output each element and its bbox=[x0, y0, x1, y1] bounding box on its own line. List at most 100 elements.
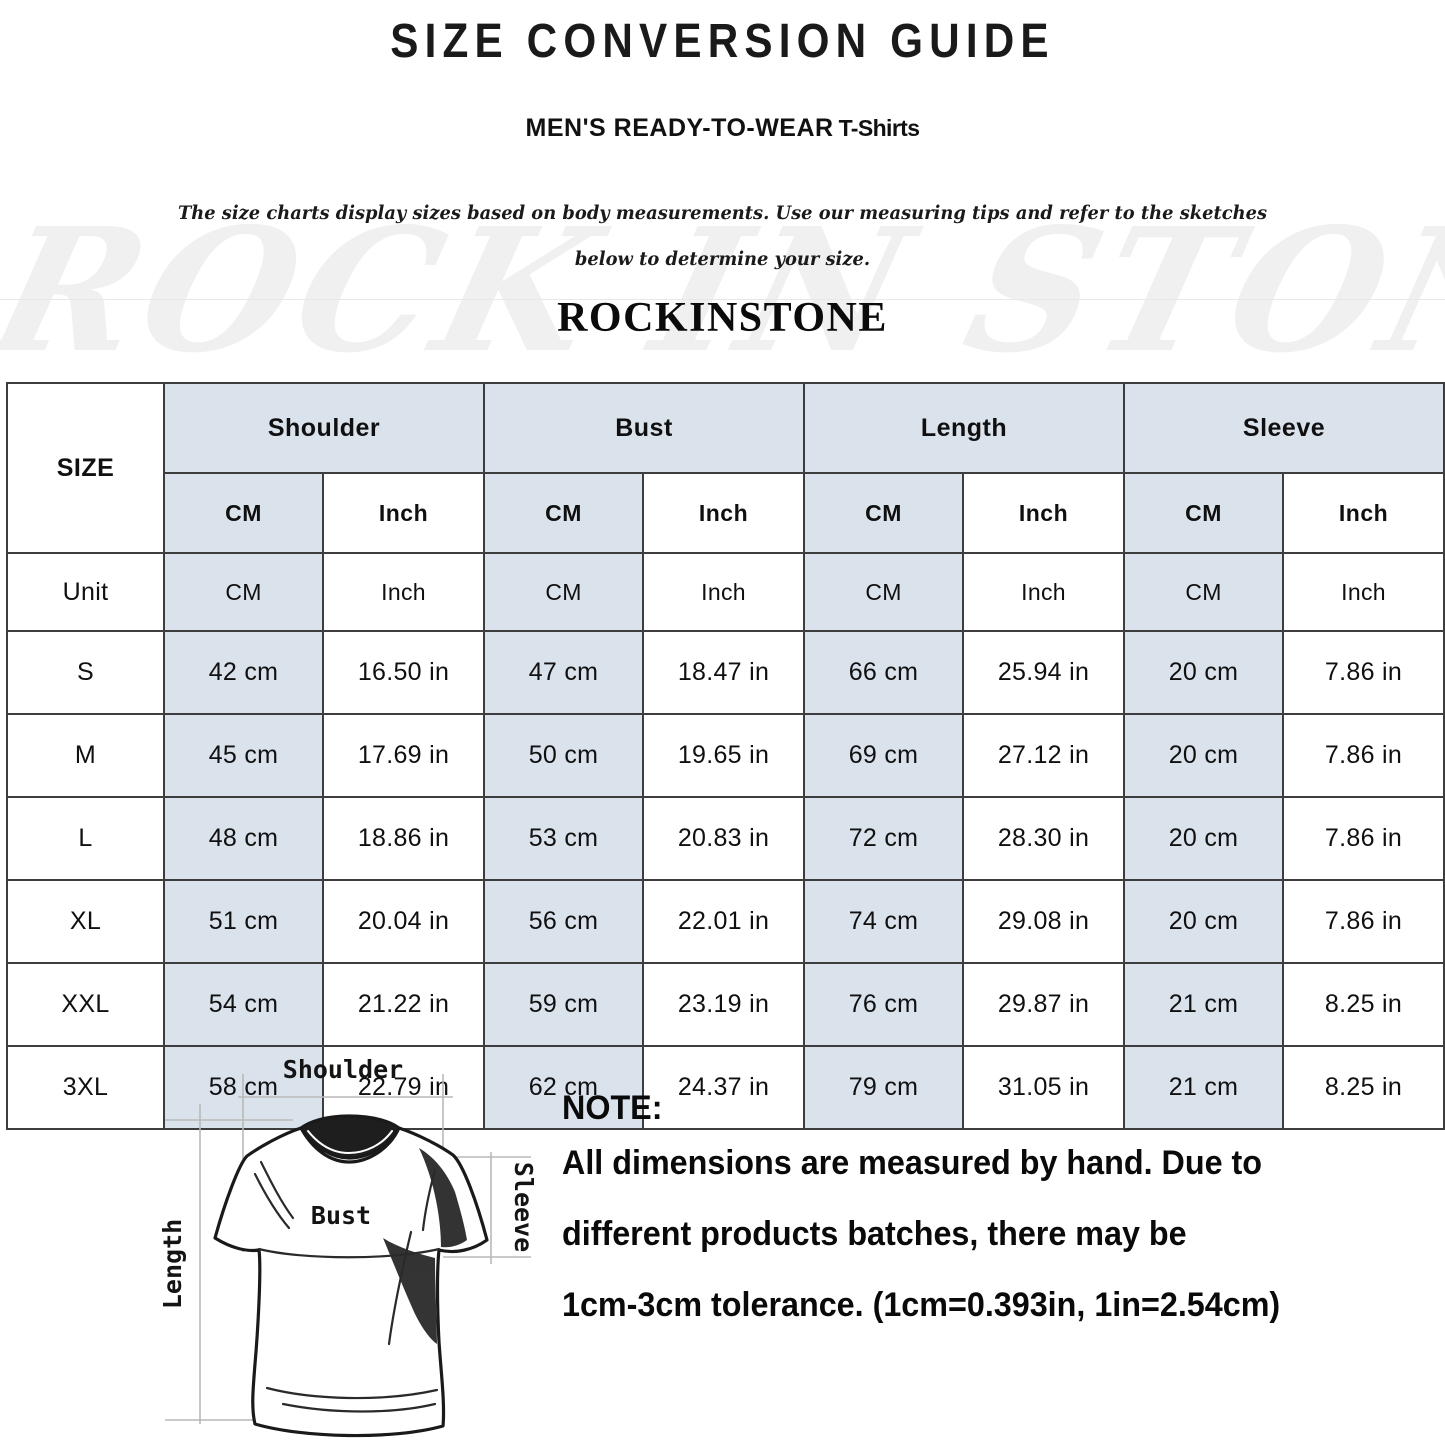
size-conversion-table: SIZE Shoulder Bust Length Sleeve CM Inch… bbox=[6, 382, 1445, 1130]
header-shoulder-cm: CM bbox=[163, 472, 324, 554]
cell-inch: 25.94 in bbox=[961, 630, 1126, 715]
header-bust-cm: CM bbox=[483, 472, 644, 554]
cell-size: XL bbox=[6, 879, 165, 964]
diagram-label-shoulder: Shoulder bbox=[283, 1055, 403, 1084]
cell-cm: 74 cm bbox=[803, 879, 964, 964]
cell-inch: 21.22 in bbox=[322, 962, 485, 1047]
brand-divider bbox=[0, 299, 1445, 300]
cell-inch: 19.65 in bbox=[642, 713, 805, 798]
cell-unit-inch-2: Inch bbox=[961, 552, 1126, 632]
table-row: XL 51 cm 20.04 in 56 cm 22.01 in 74 cm 29.08 i… bbox=[6, 879, 1445, 964]
cell-cm: 21 cm bbox=[1123, 962, 1285, 1047]
table-row: XXL 54 cm 21.22 in 59 cm 23.19 in 76 cm 29.87 … bbox=[6, 962, 1445, 1047]
cell-inch: 8.25 in bbox=[1282, 1045, 1445, 1130]
cell-unit-cm-2: CM bbox=[803, 552, 964, 632]
cell-unit-inch-1: Inch bbox=[642, 552, 805, 632]
cell-inch: 18.47 in bbox=[642, 630, 805, 715]
cell-inch: 16.50 in bbox=[322, 630, 485, 715]
cell-inch: 22.01 in bbox=[642, 879, 805, 964]
header-group-bust: Bust bbox=[483, 382, 805, 474]
table-unit-header-row: CM Inch CM Inch CM Inch CM Inch bbox=[7, 472, 1445, 554]
cell-unit-cm-0: CM bbox=[163, 552, 324, 632]
cell-inch: 7.86 in bbox=[1282, 879, 1445, 964]
page-subtitle: MEN'S READY-TO-WEAR T-Shirts bbox=[0, 114, 1445, 143]
cell-inch: 29.08 in bbox=[961, 879, 1126, 964]
cell-size: XXL bbox=[6, 962, 165, 1047]
cell-cm: 51 cm bbox=[163, 879, 324, 964]
subtitle-category: T-Shirts bbox=[838, 115, 920, 141]
header-sleeve-cm: CM bbox=[1123, 472, 1285, 554]
table-body: Unit CM Inch CM Inch CM Inch CM Inch S 42 cm 16.50 … bbox=[6, 552, 1445, 1130]
page-title: SIZE CONVERSION GUIDE bbox=[390, 15, 1055, 68]
table-row: S 42 cm 16.50 in 47 cm 18.47 in 66 cm 25.94 in… bbox=[6, 630, 1445, 715]
cell-size: S bbox=[6, 630, 165, 715]
bottom-section: Shoulder Bust Length Sleeve NOTE: All di… bbox=[0, 1046, 1445, 1445]
header-group-length: Length bbox=[802, 382, 1126, 474]
brand-name: ROCKINSTONE bbox=[557, 295, 888, 341]
header-sleeve-inch: Inch bbox=[1282, 472, 1445, 554]
table-group-header-row: SIZE Shoulder Bust Length Sleeve bbox=[6, 382, 1445, 554]
cell-inch: 27.12 in bbox=[961, 713, 1126, 798]
tshirt-measurement-diagram: Shoulder Bust Length Sleeve bbox=[143, 1052, 563, 1445]
intro-line-2: below to determine your size. bbox=[574, 248, 871, 270]
cell-inch: 20.83 in bbox=[642, 796, 805, 881]
cell-cm: 76 cm bbox=[803, 962, 964, 1047]
cell-inch: 17.69 in bbox=[322, 713, 485, 798]
table-row: M 45 cm 17.69 in 50 cm 19.65 in 69 cm 27.12 in… bbox=[6, 713, 1445, 798]
note-block: NOTE: All dimensions are measured by han… bbox=[562, 1088, 1412, 1341]
cell-inch: 8.25 in bbox=[1282, 962, 1445, 1047]
cell-cm: 54 cm bbox=[163, 962, 324, 1047]
cell-cm: 45 cm bbox=[163, 713, 324, 798]
subtitle-main: MEN'S READY-TO-WEAR bbox=[525, 114, 834, 142]
cell-unit-inch-0: Inch bbox=[322, 552, 485, 632]
cell-cm: 42 cm bbox=[163, 630, 324, 715]
diagram-label-length: Length bbox=[158, 1219, 187, 1309]
table-row-unit: Unit CM Inch CM Inch CM Inch CM Inch bbox=[6, 552, 1445, 632]
cell-cm: 66 cm bbox=[803, 630, 964, 715]
cell-cm: 50 cm bbox=[483, 713, 644, 798]
header-length-inch: Inch bbox=[961, 472, 1126, 554]
cell-cm: 20 cm bbox=[1123, 713, 1285, 798]
header-bust-inch: Inch bbox=[642, 472, 805, 554]
cell-unit-cm-3: CM bbox=[1123, 552, 1285, 632]
cell-cm: 69 cm bbox=[803, 713, 964, 798]
note-line-1: All dimensions are measured by hand. Due… bbox=[562, 1144, 1263, 1182]
cell-cm: 20 cm bbox=[1123, 879, 1285, 964]
table-head: SIZE Shoulder Bust Length Sleeve CM Inch… bbox=[6, 382, 1445, 554]
cell-unit-cm-1: CM bbox=[483, 552, 644, 632]
cell-inch: 7.86 in bbox=[1282, 796, 1445, 881]
cell-cm: 47 cm bbox=[483, 630, 644, 715]
cell-inch: 23.19 in bbox=[642, 962, 805, 1047]
cell-cm: 62 cm bbox=[483, 1045, 644, 1130]
cell-inch: 20.04 in bbox=[322, 879, 485, 964]
note-line-3: 1cm-3cm tolerance. (1cm=0.393in, 1in=2.5… bbox=[562, 1286, 1281, 1324]
header-size: SIZE bbox=[6, 382, 165, 554]
diagram-label-bust: Bust bbox=[311, 1201, 371, 1230]
cell-cm: 79 cm bbox=[803, 1045, 964, 1130]
cell-size: 3XL bbox=[6, 1045, 165, 1130]
intro-paragraph: The size charts display sizes based on b… bbox=[0, 190, 1445, 282]
cell-cm: 21 cm bbox=[1123, 1045, 1285, 1130]
cell-cm: 53 cm bbox=[483, 796, 644, 881]
cell-inch: 31.05 in bbox=[961, 1045, 1126, 1130]
diagram-label-sleeve: Sleeve bbox=[509, 1162, 538, 1252]
cell-cm: 56 cm bbox=[483, 879, 644, 964]
cell-unit-label: Unit bbox=[6, 552, 165, 632]
header-group-sleeve: Sleeve bbox=[1123, 382, 1445, 474]
cell-inch: 7.86 in bbox=[1282, 713, 1445, 798]
cell-inch: 29.87 in bbox=[961, 962, 1126, 1047]
cell-unit-inch-3: Inch bbox=[1282, 552, 1445, 632]
note-heading: NOTE: bbox=[562, 1089, 663, 1127]
cell-inch: 18.86 in bbox=[322, 796, 485, 881]
intro-line-1: The size charts display sizes based on b… bbox=[177, 202, 1268, 224]
header-length-cm: CM bbox=[803, 472, 964, 554]
cell-cm: 20 cm bbox=[1123, 796, 1285, 881]
cell-cm: 20 cm bbox=[1123, 630, 1285, 715]
cell-cm: 48 cm bbox=[163, 796, 324, 881]
cell-inch: 28.30 in bbox=[961, 796, 1126, 881]
cell-cm: 72 cm bbox=[803, 796, 964, 881]
table-row: L 48 cm 18.86 in 53 cm 20.83 in 72 cm 28.30 in… bbox=[6, 796, 1445, 881]
cell-size: M bbox=[6, 713, 165, 798]
header-group-shoulder: Shoulder bbox=[163, 382, 485, 474]
